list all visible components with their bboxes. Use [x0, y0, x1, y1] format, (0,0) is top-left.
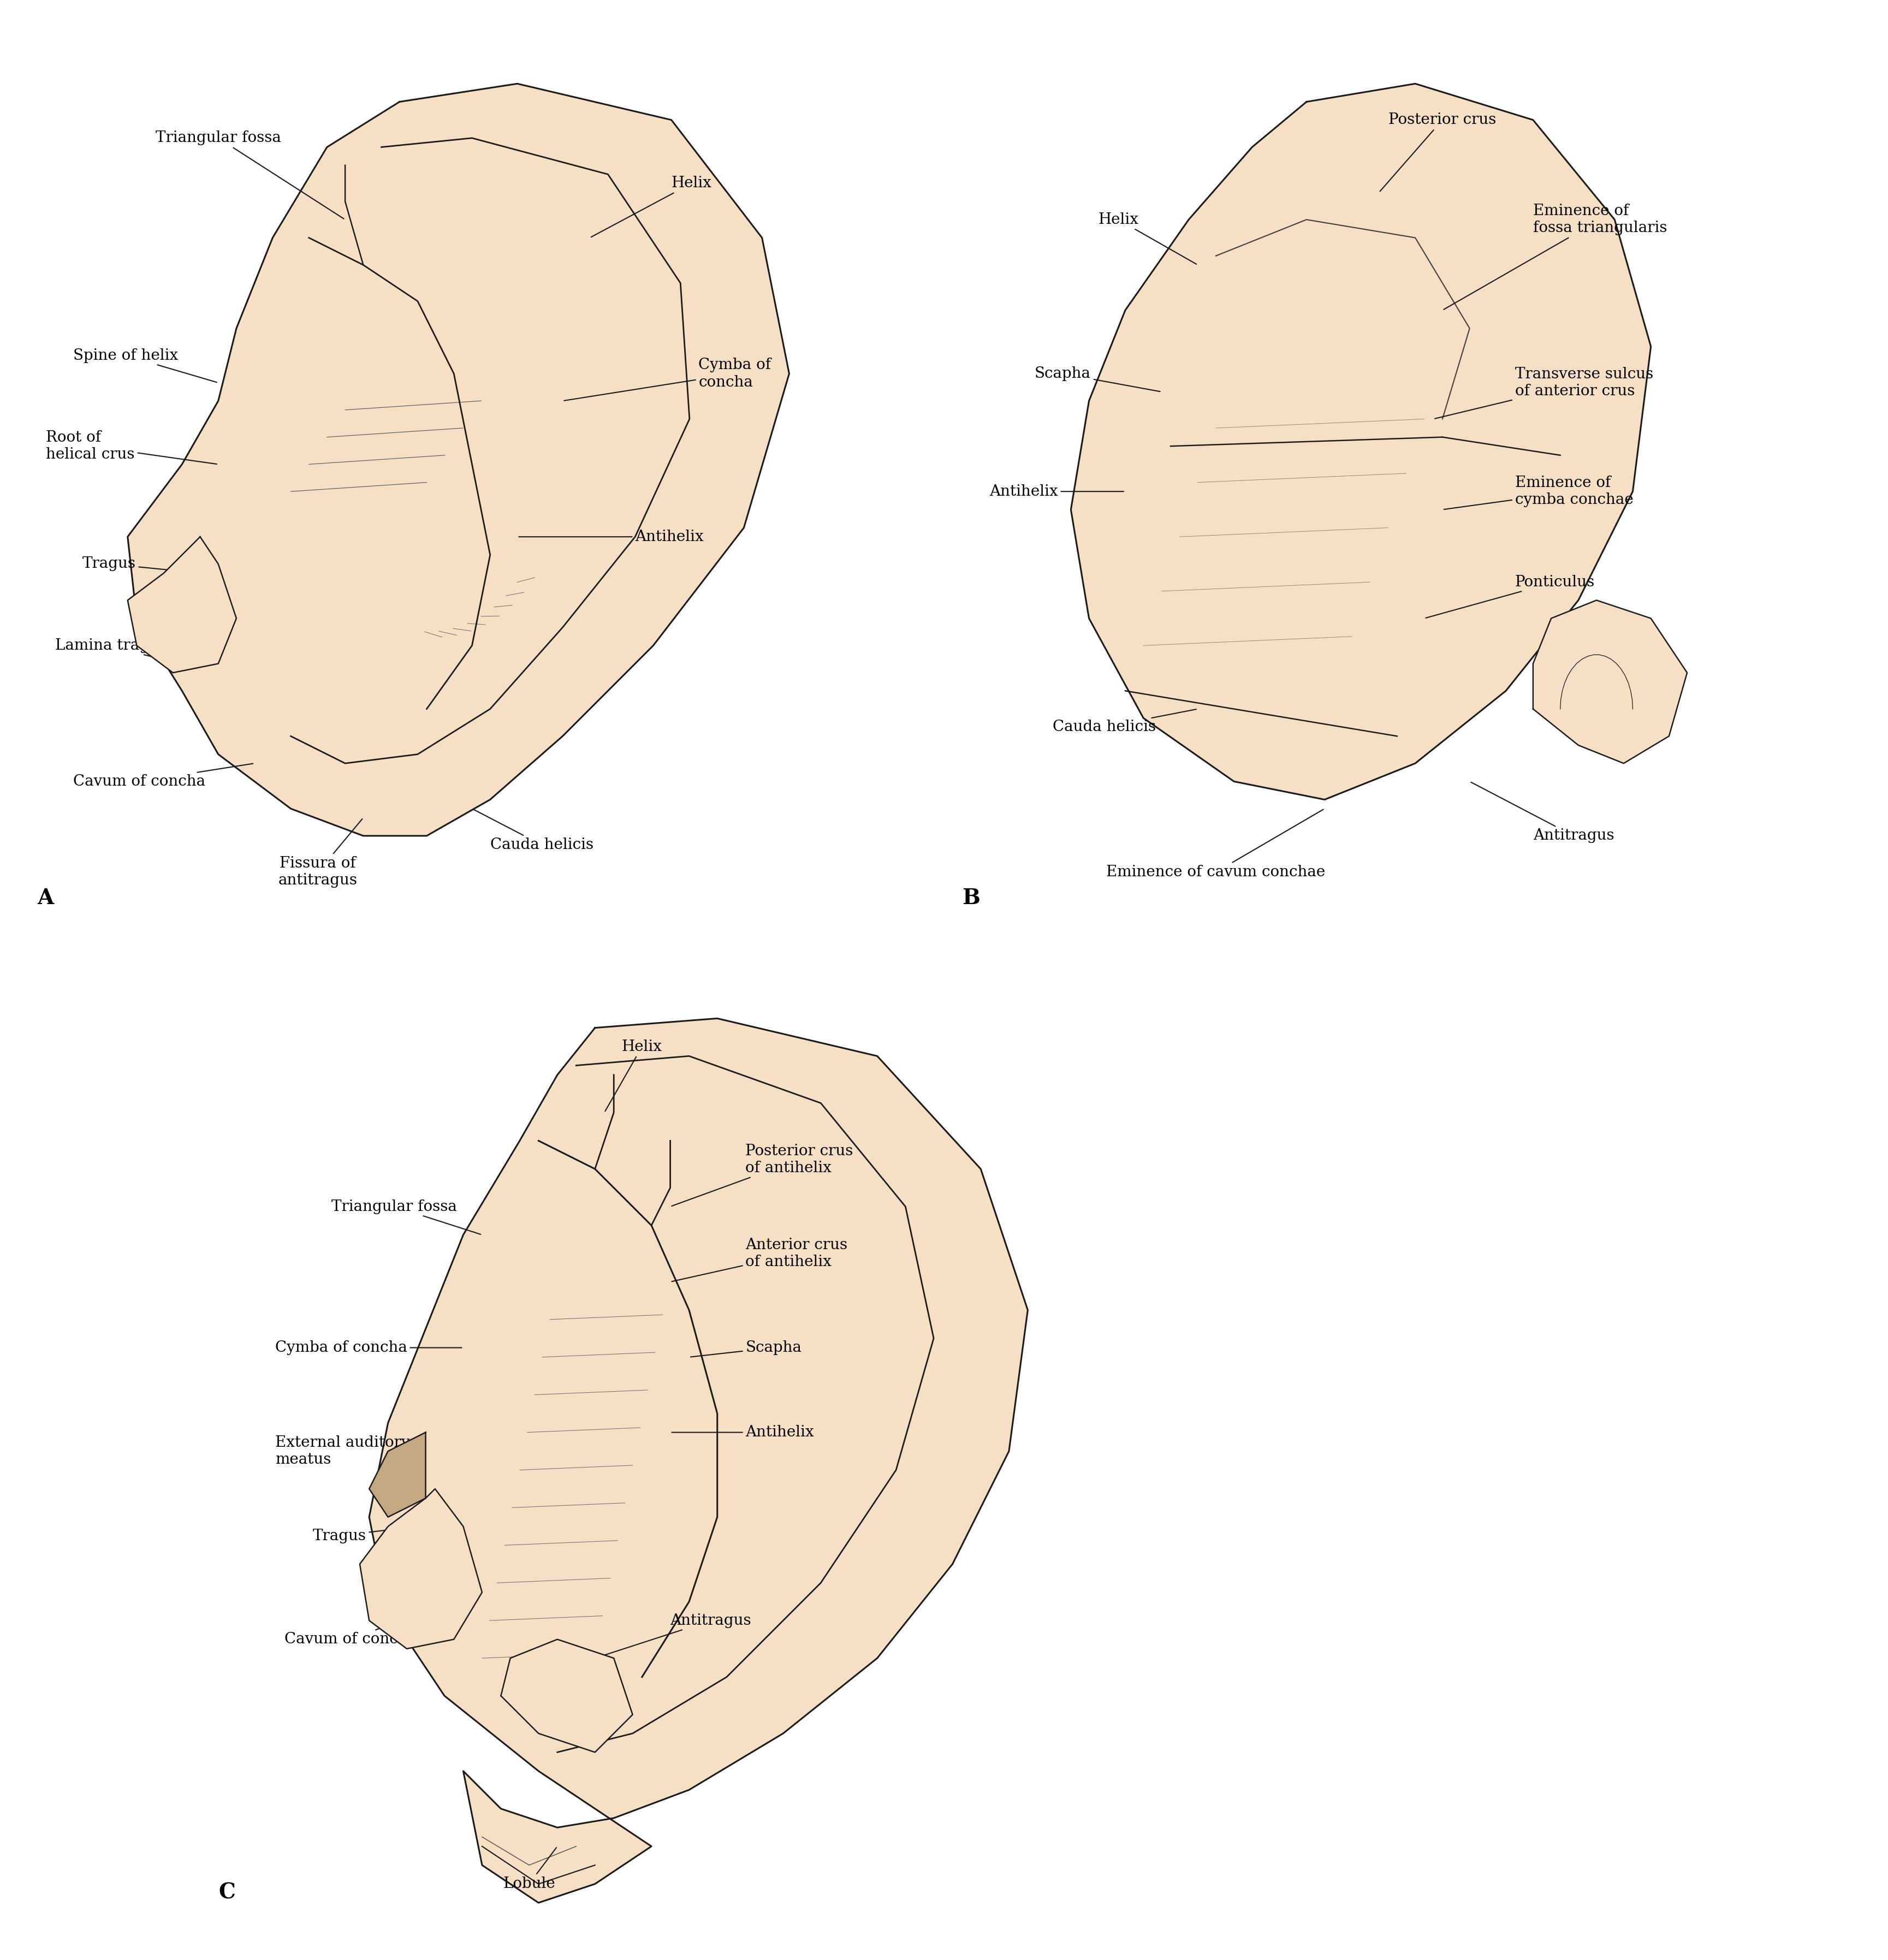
Text: Ponticulus: Ponticulus [1425, 574, 1595, 617]
Text: Cymba of concha: Cymba of concha [276, 1341, 463, 1354]
Text: Anterior crus
of antihelix: Anterior crus of antihelix [672, 1237, 848, 1282]
Text: Fissura of
antitragus: Fissura of antitragus [278, 819, 362, 888]
Text: C: C [219, 1882, 236, 1903]
Text: External auditory
meatus: External auditory meatus [276, 1435, 425, 1468]
Text: Antitragus: Antitragus [1471, 782, 1614, 843]
Text: Posterior crus
of antihelix: Posterior crus of antihelix [672, 1143, 853, 1205]
Text: Eminence of
fossa triangularis: Eminence of fossa triangularis [1444, 204, 1667, 310]
Text: Lobule: Lobule [502, 1848, 557, 1891]
Text: Antitragus: Antitragus [597, 1613, 751, 1658]
Text: Tragus: Tragus [313, 1527, 415, 1543]
Polygon shape [500, 1639, 632, 1752]
Polygon shape [361, 1490, 481, 1648]
Polygon shape [1070, 84, 1650, 800]
Polygon shape [1533, 600, 1688, 762]
Text: Eminence of
cymba conchae: Eminence of cymba conchae [1444, 476, 1633, 510]
Text: Helix: Helix [591, 176, 712, 237]
Text: Cavum of concha: Cavum of concha [285, 1611, 425, 1646]
Text: Scapha: Scapha [1035, 367, 1159, 392]
Text: Triangular fossa: Triangular fossa [332, 1200, 481, 1235]
Text: Tragus: Tragus [83, 557, 198, 572]
Text: Antihelix: Antihelix [519, 529, 704, 545]
Text: Spine of helix: Spine of helix [74, 349, 217, 382]
Text: Triangular fossa: Triangular fossa [155, 131, 344, 220]
Text: Scapha: Scapha [691, 1341, 802, 1356]
Polygon shape [128, 537, 236, 672]
Text: A: A [38, 888, 53, 907]
Text: Cauda helicis: Cauda helicis [1054, 710, 1197, 735]
Polygon shape [370, 1019, 1027, 1903]
Text: Cauda helicis: Cauda helicis [474, 809, 593, 853]
Text: Cymba of
concha: Cymba of concha [565, 359, 770, 400]
Text: Helix: Helix [606, 1039, 663, 1111]
Text: Antihelix: Antihelix [672, 1425, 814, 1441]
Text: Lamina tragi: Lamina tragi [55, 639, 181, 662]
Text: Posterior crus: Posterior crus [1380, 112, 1497, 192]
Polygon shape [128, 84, 789, 835]
Polygon shape [370, 1433, 425, 1517]
Text: Root of
helical crus: Root of helical crus [45, 431, 217, 465]
Text: Helix: Helix [1099, 212, 1197, 265]
Text: Cavum of concha: Cavum of concha [74, 764, 253, 788]
Text: B: B [963, 888, 980, 907]
Text: Transverse sulcus
of anterior crus: Transverse sulcus of anterior crus [1435, 367, 1654, 419]
Text: Antihelix: Antihelix [989, 484, 1123, 500]
Text: Eminence of cavum conchae: Eminence of cavum conchae [1106, 809, 1325, 880]
